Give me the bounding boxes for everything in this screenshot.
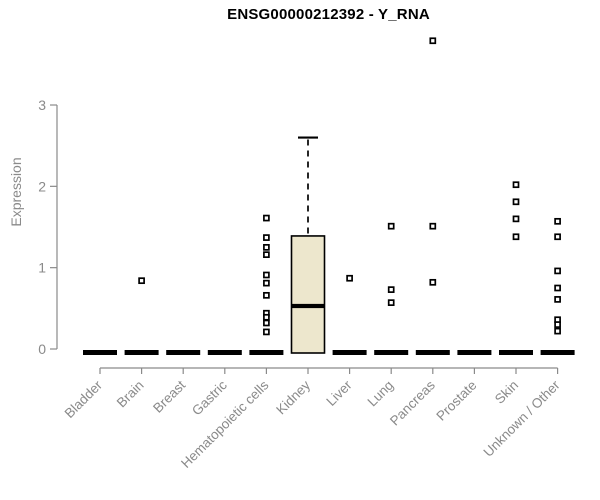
boxplot-flat-bar-lung [374, 350, 409, 355]
x-tick-label: Breast [150, 377, 188, 415]
boxplot-flat-bar-breast [166, 350, 201, 355]
outlier-point [263, 328, 270, 336]
outlier-point [554, 327, 561, 335]
x-tick-label: Kidney [273, 377, 313, 417]
outlier-point [263, 313, 270, 321]
outlier-point [554, 233, 561, 241]
outlier-point [554, 284, 561, 292]
y-tick-label: 3 [38, 97, 46, 113]
boxplot-flat-bar-unknown-other [540, 350, 575, 355]
x-tick-label: Prostate [433, 378, 479, 424]
outlier-point [263, 279, 270, 287]
median-line [291, 303, 325, 309]
outlier-point [263, 251, 270, 259]
boxplot-box-kidney [290, 235, 326, 354]
outlier-point [387, 299, 395, 306]
outlier-point [554, 217, 561, 225]
chart-title: ENSG00000212392 - Y_RNA [227, 6, 430, 23]
boxplot-flat-bar-prostate [457, 350, 492, 355]
outlier-point [512, 215, 520, 223]
outlier-point [263, 243, 270, 251]
x-tick-label: Pancreas [387, 377, 438, 428]
boxplot-flat-bar-skin [499, 350, 533, 355]
boxplot-flat-bar-brain [124, 350, 159, 355]
y-tick-label: 1 [38, 260, 46, 276]
outlier-point [429, 37, 437, 45]
outlier-point [138, 277, 145, 285]
x-tick-label: Brain [114, 378, 147, 411]
x-tick-label: Skin [492, 378, 521, 407]
x-tick-label: Liver [323, 377, 355, 409]
outlier-point [429, 278, 437, 286]
x-tick-label: Bladder [62, 377, 106, 421]
outlier-point [387, 286, 395, 293]
outlier-point [554, 267, 561, 275]
outlier-point [263, 214, 270, 222]
outlier-point [263, 234, 270, 241]
outlier-point [512, 181, 520, 189]
x-tick-label: Lung [364, 378, 396, 410]
x-tick-label: Unknown / Other [480, 377, 563, 460]
y-tick-label: 0 [38, 341, 46, 357]
y-tick-label: 2 [38, 178, 46, 194]
outlier-point [263, 319, 270, 327]
outlier-point [263, 271, 270, 279]
outlier-point [512, 233, 520, 241]
outlier-point [512, 198, 520, 206]
boxplot-flat-bar-gastric [207, 350, 242, 355]
outlier-point [263, 291, 270, 299]
outlier-point [387, 222, 395, 230]
outlier-point [429, 222, 437, 230]
outlier-point [554, 296, 561, 303]
x-tick-label: Gastric [189, 377, 230, 418]
outlier-point [346, 274, 353, 282]
boxplot-flat-bar-bladder [83, 350, 117, 355]
boxplot-flat-bar-pancreas [415, 350, 450, 355]
boxplot-flat-bar-hematopoietic-cells [249, 350, 284, 355]
outlier-point [554, 321, 561, 328]
boxplot-flat-bar-liver [332, 350, 367, 355]
